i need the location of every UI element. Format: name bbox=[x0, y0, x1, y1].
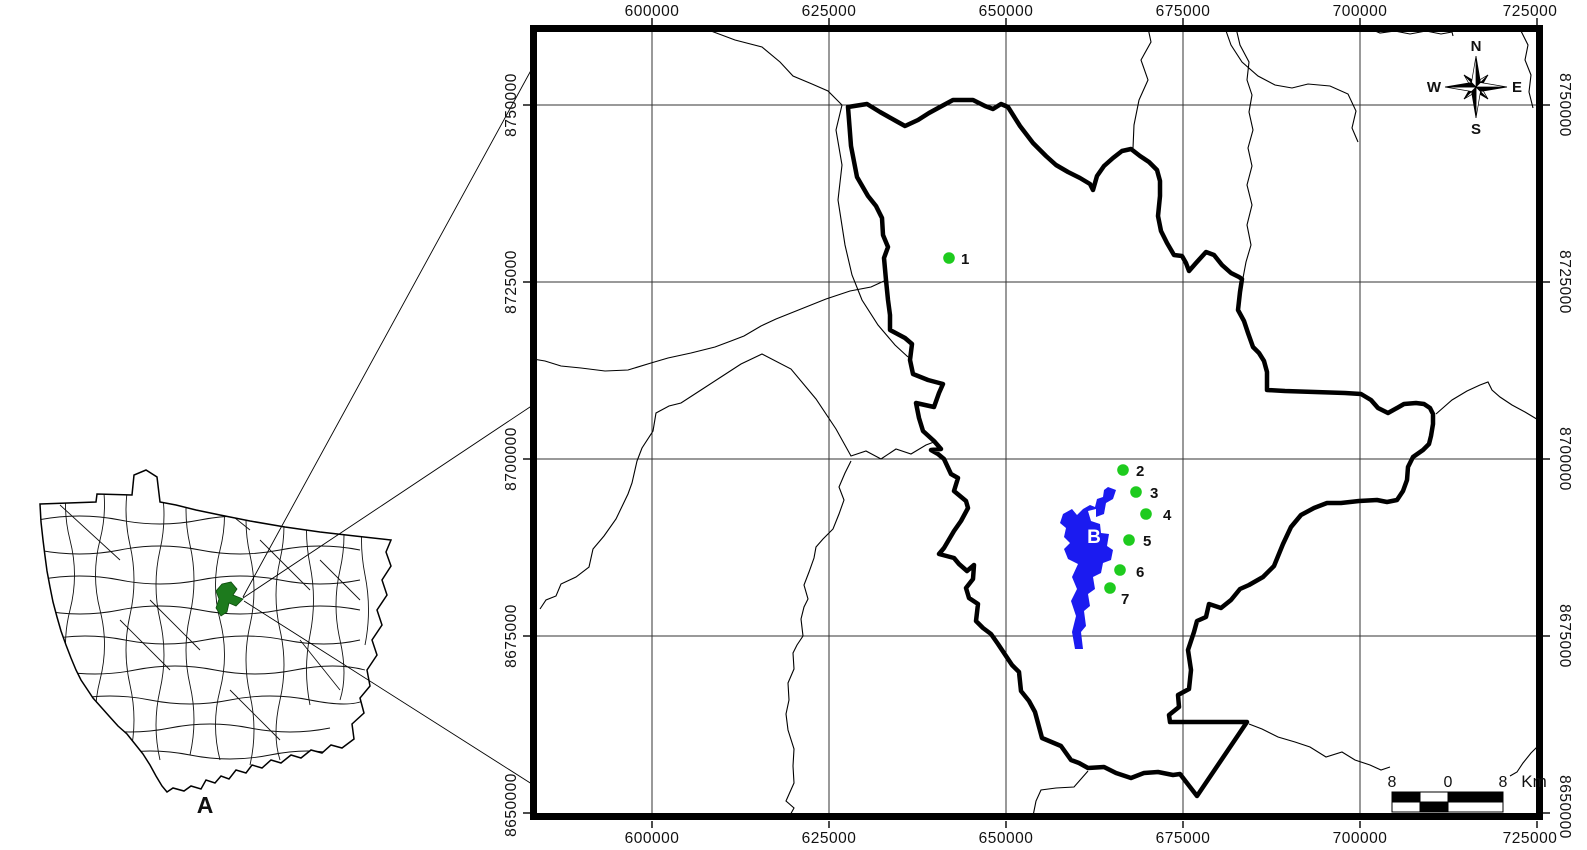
axis-labels-bottom: 600000 625000 650000 675000 700000 72500… bbox=[625, 830, 1558, 847]
grid-lines bbox=[533, 28, 1540, 817]
axis-ticks bbox=[523, 18, 1550, 828]
compass-w-label: W bbox=[1427, 79, 1442, 96]
scale-unit-label: Km bbox=[1521, 772, 1547, 791]
easting-label: 625000 bbox=[802, 3, 857, 20]
northing-label: 8700000 bbox=[503, 427, 520, 491]
scale-bar: 8 0 8 Km bbox=[1388, 772, 1547, 813]
scale-bar-blocks bbox=[1391, 791, 1504, 813]
sample-point-label: 7 bbox=[1121, 591, 1129, 608]
compass-e-label: E bbox=[1512, 79, 1522, 96]
inset-highlighted-municipality bbox=[215, 581, 244, 617]
easting-label: 725000 bbox=[1503, 3, 1558, 20]
easting-label: 725000 bbox=[1503, 830, 1558, 847]
scale-number: 8 bbox=[1388, 774, 1397, 791]
scale-number: 0 bbox=[1444, 774, 1453, 791]
sample-point-label: 2 bbox=[1136, 463, 1144, 480]
northing-label: 8700000 bbox=[1556, 427, 1573, 491]
easting-label: 700000 bbox=[1333, 3, 1388, 20]
easting-label: 650000 bbox=[979, 830, 1034, 847]
northing-label: 8650000 bbox=[503, 773, 520, 837]
northing-label: 8725000 bbox=[503, 250, 520, 314]
sample-point-7 bbox=[1104, 582, 1116, 594]
municipality-boundary bbox=[845, 97, 1436, 799]
sample-point-6 bbox=[1114, 564, 1126, 576]
northing-label: 8750000 bbox=[1556, 73, 1573, 137]
northing-label: 8675000 bbox=[1556, 604, 1573, 668]
sample-point-label: 1 bbox=[961, 251, 969, 268]
north-arrow: N S E W bbox=[1427, 38, 1522, 138]
urban-area-polygon bbox=[1060, 487, 1116, 649]
easting-label: 600000 bbox=[625, 830, 680, 847]
rivers bbox=[532, 27, 1541, 818]
inset-leader-lines bbox=[242, 62, 537, 787]
compass-s-label: S bbox=[1471, 121, 1481, 138]
northing-label: 8675000 bbox=[503, 604, 520, 668]
sample-point-label: 4 bbox=[1163, 507, 1172, 524]
sample-point-label: 3 bbox=[1150, 485, 1158, 502]
main-map: B 1 2 3 4 5 6 7 bbox=[503, 3, 1573, 847]
sample-point-label: 6 bbox=[1136, 564, 1144, 581]
compass-star-icon bbox=[1444, 55, 1508, 119]
sample-point-label: 5 bbox=[1143, 533, 1151, 550]
easting-label: 700000 bbox=[1333, 830, 1388, 847]
easting-label: 625000 bbox=[802, 830, 857, 847]
inset-municipality-boundaries bbox=[40, 470, 369, 766]
northing-label: 8750000 bbox=[503, 73, 520, 137]
sample-points: 1 2 3 4 5 6 7 bbox=[943, 251, 1172, 608]
axis-labels-left: 8750000 8725000 8700000 8675000 8650000 bbox=[503, 73, 520, 837]
northing-label: 8650000 bbox=[1556, 775, 1573, 839]
inset-state-outline bbox=[39, 469, 393, 793]
compass-n-label: N bbox=[1471, 38, 1482, 55]
scale-number: 8 bbox=[1499, 774, 1508, 791]
easting-label: 675000 bbox=[1156, 830, 1211, 847]
easting-label: 675000 bbox=[1156, 3, 1211, 20]
easting-label: 600000 bbox=[625, 3, 680, 20]
easting-label: 650000 bbox=[979, 3, 1034, 20]
urban-area-label: B bbox=[1087, 527, 1101, 548]
axis-labels-top: 600000 625000 650000 675000 700000 72500… bbox=[625, 3, 1558, 20]
inset-map: A bbox=[39, 62, 537, 818]
sample-point-5 bbox=[1123, 534, 1135, 546]
sample-point-4 bbox=[1140, 508, 1152, 520]
sample-point-3 bbox=[1130, 486, 1142, 498]
sample-point-2 bbox=[1117, 464, 1129, 476]
sample-point-1 bbox=[943, 252, 955, 264]
map-frame bbox=[530, 25, 1543, 820]
inset-panel-label: A bbox=[197, 792, 214, 818]
axis-labels-right: 8750000 8725000 8700000 8675000 8650000 bbox=[1556, 73, 1573, 839]
northing-label: 8725000 bbox=[1556, 250, 1573, 314]
